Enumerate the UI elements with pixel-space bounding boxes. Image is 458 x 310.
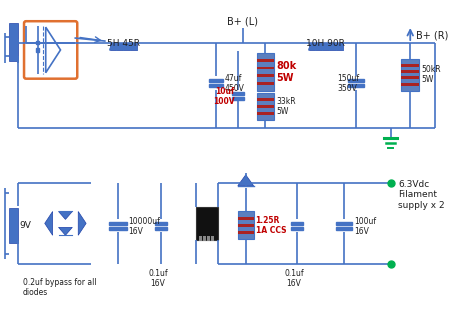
- Polygon shape: [45, 211, 53, 235]
- Bar: [309, 43, 343, 50]
- Bar: [336, 222, 352, 225]
- Text: 10H 90R: 10H 90R: [306, 39, 345, 48]
- Polygon shape: [78, 211, 86, 235]
- Bar: [336, 227, 352, 230]
- Bar: [109, 227, 126, 230]
- Text: 0.1uf
16V: 0.1uf 16V: [284, 269, 304, 288]
- Bar: [155, 227, 167, 230]
- Bar: [256, 53, 274, 91]
- Text: B+ (R): B+ (R): [416, 30, 448, 40]
- Polygon shape: [59, 227, 72, 235]
- Bar: [256, 67, 274, 69]
- Bar: [401, 76, 419, 79]
- Bar: [256, 82, 274, 85]
- Bar: [256, 59, 274, 62]
- Bar: [238, 224, 254, 227]
- Bar: [348, 84, 364, 87]
- Bar: [238, 217, 254, 220]
- Bar: [209, 84, 223, 87]
- Bar: [209, 79, 223, 82]
- Bar: [203, 236, 206, 241]
- Bar: [256, 112, 274, 115]
- Bar: [9, 23, 18, 61]
- Text: 0.2uf bypass for all
diodes: 0.2uf bypass for all diodes: [23, 278, 97, 297]
- Text: 47uf
450V: 47uf 450V: [225, 74, 245, 93]
- Text: 50kR
5W: 50kR 5W: [421, 65, 441, 84]
- Bar: [238, 231, 254, 234]
- Text: 1.25R
1A CCS: 1.25R 1A CCS: [256, 216, 286, 235]
- Text: B+ (L): B+ (L): [227, 16, 258, 26]
- Bar: [401, 59, 419, 91]
- Polygon shape: [238, 175, 254, 186]
- Bar: [401, 83, 419, 86]
- Text: 10uf
100V: 10uf 100V: [213, 87, 235, 106]
- Bar: [110, 43, 137, 50]
- Bar: [256, 98, 274, 101]
- Text: 0.1uf
16V: 0.1uf 16V: [148, 269, 168, 288]
- Bar: [196, 206, 218, 240]
- Bar: [155, 222, 167, 225]
- Bar: [291, 227, 303, 230]
- Bar: [109, 222, 126, 225]
- Text: 33kR
5W: 33kR 5W: [276, 97, 296, 116]
- Bar: [36, 48, 39, 52]
- Text: 10000uf
16V: 10000uf 16V: [129, 217, 160, 236]
- Text: 9V: 9V: [19, 221, 31, 230]
- Bar: [232, 97, 244, 100]
- Text: 5H 45R: 5H 45R: [107, 39, 140, 48]
- Bar: [9, 207, 18, 243]
- Bar: [207, 236, 210, 241]
- Bar: [401, 70, 419, 73]
- Polygon shape: [59, 211, 72, 219]
- Bar: [291, 222, 303, 225]
- Text: 80k
5W: 80k 5W: [276, 61, 296, 82]
- Bar: [256, 74, 274, 77]
- Bar: [238, 211, 254, 239]
- Bar: [232, 92, 244, 95]
- Text: 100uf
16V: 100uf 16V: [354, 217, 376, 236]
- Bar: [36, 41, 39, 45]
- Text: 6.3Vdc
Filament
supply x 2: 6.3Vdc Filament supply x 2: [398, 180, 445, 210]
- Bar: [348, 79, 364, 82]
- Bar: [211, 236, 214, 241]
- Bar: [199, 236, 202, 241]
- Bar: [256, 105, 274, 108]
- Bar: [256, 93, 274, 120]
- Text: 150uf
350V: 150uf 350V: [338, 74, 360, 93]
- Bar: [401, 64, 419, 67]
